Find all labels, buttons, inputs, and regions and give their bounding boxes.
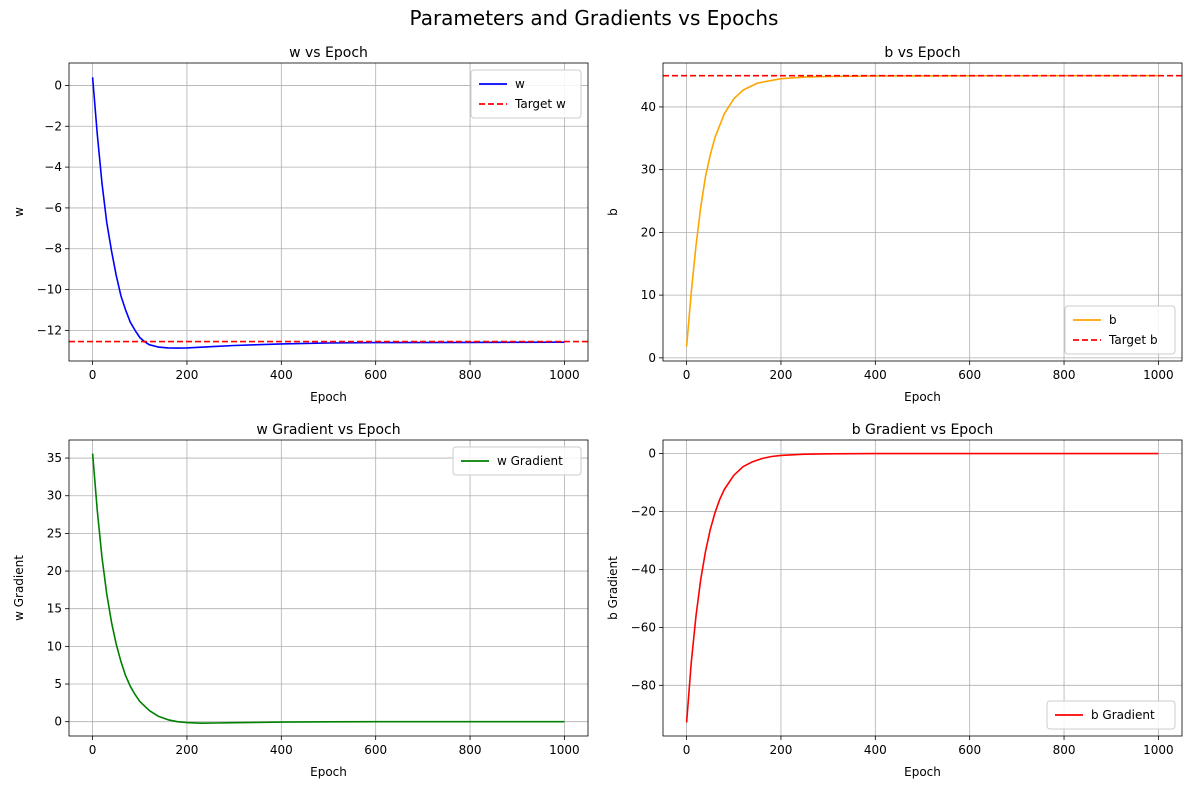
- y-tick-label: −40: [631, 562, 656, 576]
- y-axis-label: w Gradient: [12, 555, 26, 621]
- x-tick-label: 400: [270, 743, 293, 757]
- legend-box: [470, 69, 582, 119]
- x-tick-label: 200: [176, 743, 199, 757]
- y-tick-label: 20: [641, 225, 656, 239]
- subplot-4: 0 200 400 600 800 1000 0 −20 −40 −60 −80 b Gradient…: [606, 422, 1183, 779]
- figure-suptitle: Parameters and Gradients vs Epochs: [410, 6, 779, 30]
- y-tick-label: −8: [44, 242, 62, 256]
- y-tick-label: −2: [44, 119, 62, 133]
- legend-box: [1064, 305, 1176, 355]
- y-tick-label: 40: [641, 100, 656, 114]
- legend: w Gradient: [452, 446, 582, 476]
- y-tick-label: 30: [641, 163, 656, 177]
- x-tick-label: 0: [89, 368, 97, 382]
- y-tick-label: −6: [44, 201, 62, 215]
- x-tick-label: 200: [770, 743, 793, 757]
- y-tick-label: 0: [648, 351, 656, 365]
- y-tick-label: 5: [54, 677, 62, 691]
- x-tick-label: 800: [1053, 743, 1076, 757]
- subplot-title: b Gradient vs Epoch: [852, 422, 994, 438]
- x-tick-label: 800: [459, 368, 482, 382]
- legend: w Target w: [470, 69, 582, 119]
- y-tick-label: 0: [54, 715, 62, 729]
- x-tick-label: 200: [770, 368, 793, 382]
- x-tick-label: 600: [364, 743, 387, 757]
- y-tick-label: −20: [631, 505, 656, 519]
- x-tick-label: 400: [270, 368, 293, 382]
- subplot-1: 0 200 400 600 800 1000 0 −2 −4 −6 −8 −10 −12 w vs Epo…: [12, 45, 589, 404]
- y-tick-label: 35: [47, 451, 62, 465]
- axes-frame: [662, 62, 1183, 362]
- legend-label: Target b: [1108, 333, 1158, 347]
- x-tick-label: 400: [864, 368, 887, 382]
- x-tick-label: 1000: [1143, 743, 1174, 757]
- x-tick-label: 1000: [549, 368, 580, 382]
- axes-frame: [68, 62, 589, 362]
- y-tick-label: 0: [648, 447, 656, 461]
- x-tick-label: 0: [683, 743, 691, 757]
- legend-label: b: [1109, 313, 1117, 327]
- y-tick-label: −12: [37, 323, 62, 337]
- x-tick-label: 600: [958, 368, 981, 382]
- x-tick-label: 0: [89, 743, 97, 757]
- y-tick-label: 10: [47, 639, 62, 653]
- x-axis-label: Epoch: [310, 765, 347, 779]
- subplot-3: 0 200 400 600 800 1000 0 5 10 15 20 25 30 35 w Gradien…: [12, 422, 589, 779]
- series-line: [685, 452, 1159, 723]
- y-tick-label: 15: [47, 602, 62, 616]
- series-line: [91, 77, 565, 349]
- y-tick-label: 0: [54, 78, 62, 92]
- legend-box: [1046, 700, 1176, 730]
- x-tick-label: 1000: [549, 743, 580, 757]
- y-axis-label: w: [12, 207, 26, 217]
- y-tick-label: 25: [47, 526, 62, 540]
- subplot-2: 0 200 400 600 800 1000 0 10 20 30 40 b vs Epoch Epoc…: [606, 45, 1183, 404]
- y-tick-label: 10: [641, 288, 656, 302]
- y-axis-label: b Gradient: [606, 556, 620, 620]
- y-tick-label: −4: [44, 160, 62, 174]
- subplot-title: b vs Epoch: [884, 45, 960, 61]
- x-tick-label: 1000: [1143, 368, 1174, 382]
- legend-label: b Gradient: [1091, 708, 1155, 722]
- x-tick-label: 600: [958, 743, 981, 757]
- legend-label: w Gradient: [497, 454, 563, 468]
- y-tick-label: −80: [631, 678, 656, 692]
- y-tick-label: 30: [47, 489, 62, 503]
- series-line: [91, 453, 565, 725]
- x-axis-label: Epoch: [904, 390, 941, 404]
- y-axis-label: b: [606, 208, 620, 216]
- y-tick-label: −10: [37, 283, 62, 297]
- x-tick-label: 800: [1053, 368, 1076, 382]
- x-tick-label: 200: [176, 368, 199, 382]
- x-tick-label: 400: [864, 743, 887, 757]
- axes-frame: [68, 439, 589, 737]
- y-tick-label: −60: [631, 620, 656, 634]
- legend: b Target b: [1064, 305, 1176, 355]
- x-tick-label: 600: [364, 368, 387, 382]
- legend-label: w: [515, 77, 525, 91]
- x-tick-label: 0: [683, 368, 691, 382]
- legend: b Gradient: [1046, 700, 1176, 730]
- series-line: [685, 74, 1159, 347]
- legend-label: Target w: [514, 97, 566, 111]
- legend-box: [452, 446, 582, 476]
- x-axis-label: Epoch: [310, 390, 347, 404]
- y-tick-label: 20: [47, 564, 62, 578]
- axes-frame: [662, 439, 1183, 737]
- subplot-title: w Gradient vs Epoch: [256, 422, 400, 438]
- x-axis-label: Epoch: [904, 765, 941, 779]
- subplot-title: w vs Epoch: [289, 45, 368, 61]
- x-tick-label: 800: [459, 743, 482, 757]
